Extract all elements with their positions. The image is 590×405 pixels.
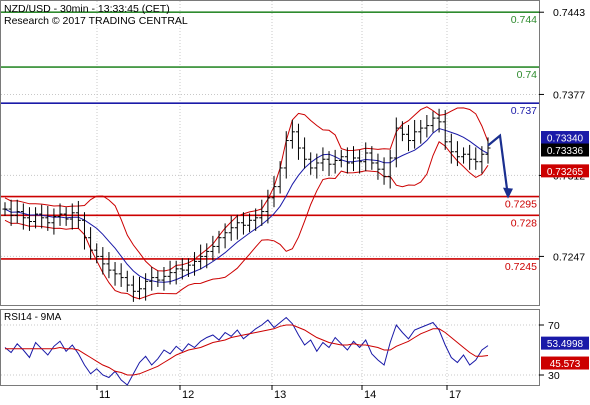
level-label: 0.737 (511, 105, 537, 117)
level-label: 0.74 (517, 69, 538, 81)
current-price-label: 0.73336 (547, 146, 584, 157)
rsi-lines (4, 316, 489, 386)
moving-average (4, 127, 489, 283)
bollinger-lower (4, 141, 489, 300)
chart-subtitle: Research © 2017 TRADING CENTRAL (4, 15, 188, 27)
indicators (4, 106, 489, 300)
chart-title: NZD/USD - 30min - 13:33:45 (CET) (4, 3, 170, 15)
price-panel-frame (0, 0, 540, 306)
rsi-y-tick-label: 70 (548, 320, 560, 332)
rsi-9ma-line (5, 324, 489, 376)
x-tick-label: 13 (274, 389, 286, 400)
rsi-panel-frame (0, 309, 540, 386)
x-tick-label: 17 (449, 389, 461, 400)
level-label: 0.7245 (505, 261, 537, 273)
current-price-label: 0.73265 (547, 167, 584, 178)
rsi-y-tick-label: 30 (548, 370, 560, 382)
candles (2, 108, 491, 302)
axes: 11121314170.74430.73770.73120.724770300.… (96, 7, 589, 401)
level-label: 0.7295 (505, 199, 537, 211)
level-label: 0.744 (511, 14, 537, 26)
rsi-current-label: 53.4998 (547, 339, 584, 350)
rsi-current-box (541, 356, 589, 370)
x-tick-label: 12 (182, 389, 194, 400)
rsi14-line (4, 316, 489, 386)
y-tick-label: 0.7247 (553, 251, 585, 263)
grid (1, 1, 539, 385)
current-price-label: 0.73340 (547, 134, 584, 145)
current-price-box (541, 164, 589, 178)
level-label: 0.728 (511, 217, 537, 229)
y-tick-label: 0.7443 (553, 7, 585, 19)
rsi-title: RSI14 - 9MA (4, 312, 62, 323)
projection-path (487, 133, 510, 197)
current-price-box (541, 143, 589, 157)
rsi-current-box (541, 336, 589, 350)
x-tick-label: 11 (99, 389, 110, 400)
bollinger-upper (4, 106, 489, 272)
projection (487, 133, 513, 199)
x-tick-label: 14 (364, 389, 376, 400)
level-lines: 0.744 0.74 0.737 0.7295 0.728 0.7245 (1, 11, 539, 273)
current-price-box (541, 131, 589, 145)
y-tick-label: 0.7377 (553, 89, 585, 101)
rsi-current-label: 45.573 (550, 359, 581, 370)
projection-arrowhead (503, 187, 513, 199)
